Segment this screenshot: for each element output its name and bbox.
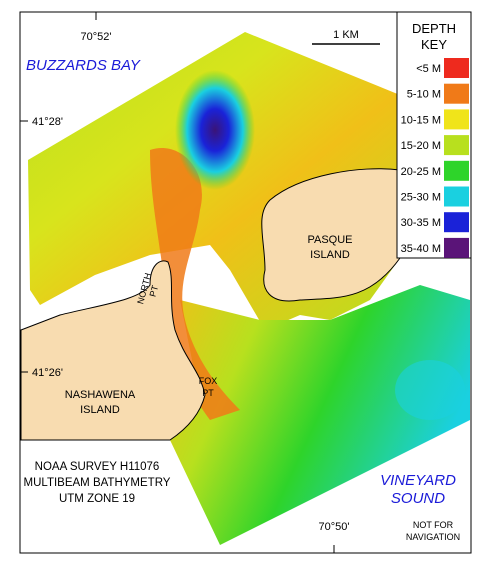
word: FOX [199,376,218,386]
disclaimer: NOT FOR NAVIGATION [406,520,460,542]
key-swatch [444,237,469,258]
word: BUZZARDS [26,57,107,74]
bathymetry [28,32,470,545]
word: ISLAND [80,404,120,416]
key-label: 35-40 M [401,243,441,255]
key-label: 10-15 M [401,114,441,126]
land-label: NASHAWENA ISLAND [65,389,136,416]
line: UTM ZONE 19 [59,493,135,505]
word: ISLAND [310,249,350,261]
key-swatch [444,212,469,233]
pasque-island [261,168,401,302]
key-label: 15-20 M [401,140,441,152]
key-label: <5 M [416,63,441,75]
word: NASHAWENA [65,389,136,401]
key-label: 20-25 M [401,166,441,178]
water-label: VINEYARD SOUND [380,472,456,507]
word: PT [148,284,161,298]
latitude-label: 41°26' [32,367,63,379]
key-label: 5-10 M [407,89,441,101]
nashawena-island [20,260,206,441]
key-label: 30-35 M [401,217,441,229]
latitude-label: 41°28' [32,116,63,128]
word: PT [202,388,214,398]
survey-area-south [170,285,470,545]
survey-note: NOAA SURVEY H11076 MULTIBEAM BATHYMETRY UT… [24,461,171,505]
key-swatch [444,160,469,181]
key-swatch [444,58,469,78]
water-label: BUZZARDS BAY [26,57,141,74]
key-swatch [444,83,469,104]
land-label: PASQUE ISLAND [307,234,352,261]
word: PASQUE [307,234,352,246]
line: MULTIBEAM BATHYMETRY [24,477,171,489]
land [20,168,401,441]
key-swatch [444,109,469,130]
scale-label: 1 KM [333,29,359,41]
key-label: 25-30 M [401,192,441,204]
word: SOUND [391,490,445,507]
key-title: KEY [421,37,447,52]
depth-key: DEPTH KEY <5 M 5-10 M 10-15 M 15-20 M 20-25 … [396,11,472,259]
longitude-label: 70°52' [81,31,112,43]
word: VINEYARD [380,472,456,489]
longitude-label: 70°50' [319,521,350,533]
line: NAVIGATION [406,532,460,542]
line: NOAA SURVEY H11076 [35,461,160,473]
key-swatch [444,135,469,156]
key-title: DEPTH [412,21,456,36]
word: BAY [111,57,141,74]
channel [150,148,240,420]
land-label: FOX PT [199,376,218,398]
line: NOT FOR [413,520,454,530]
deep-hole [175,70,255,190]
key-swatch [444,186,469,207]
deep-area [395,360,465,420]
map-frame [19,11,472,554]
